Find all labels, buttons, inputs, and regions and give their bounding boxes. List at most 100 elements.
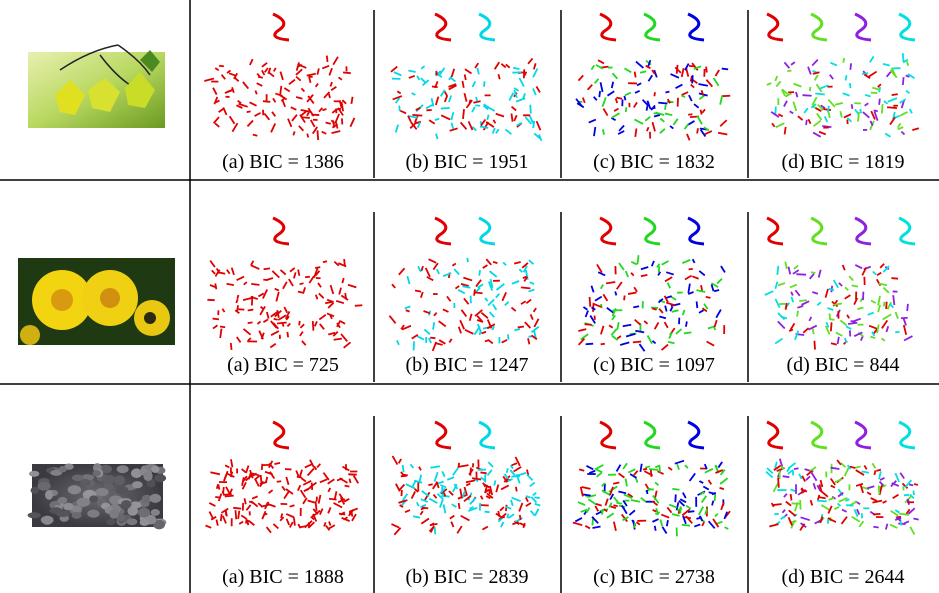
stroke-segment [842, 517, 847, 524]
stroke-segment [284, 492, 289, 499]
stroke-segment [426, 268, 430, 277]
stroke-segment [435, 119, 439, 120]
stroke-segment [688, 511, 695, 512]
stroke-segment [512, 463, 517, 465]
stroke-segment [209, 503, 215, 506]
pebble [115, 486, 128, 495]
stroke-segment [647, 127, 649, 131]
stroke-segment [233, 508, 241, 509]
pebble [29, 471, 39, 477]
stroke-segment [769, 524, 778, 526]
stroke-segment [526, 300, 531, 304]
stroke-segment [669, 505, 677, 508]
pebble [42, 516, 53, 525]
stroke-segment [900, 112, 907, 116]
stroke-segment [817, 501, 826, 502]
stroke-segment [834, 280, 838, 288]
pebble [37, 482, 50, 491]
stroke-segment [305, 464, 313, 468]
stroke-segment [628, 292, 636, 294]
stroke-segment [814, 341, 815, 350]
stroke-segment [220, 327, 225, 328]
stroke-segment [252, 496, 258, 498]
stroke-segment [315, 501, 316, 511]
stroke-segment [232, 123, 237, 132]
stroke-segment [529, 290, 535, 292]
stroke-segment [331, 120, 334, 123]
stroke-segment [655, 482, 658, 485]
stroke-segment [212, 270, 215, 274]
stroke-segment [227, 71, 231, 73]
stroke-segment [884, 101, 888, 104]
stroke-segment [317, 68, 319, 74]
pebble [130, 501, 141, 508]
stroke-segment [284, 88, 289, 92]
stroke-segment [648, 75, 652, 81]
stroke-segment [485, 298, 488, 301]
stroke-segment [601, 82, 603, 92]
stroke-segment [336, 301, 344, 303]
stroke-segment [859, 521, 863, 527]
stroke-segment [272, 271, 279, 278]
stroke-segment [715, 495, 716, 502]
cluster-glyph [273, 422, 289, 448]
stroke-segment [535, 509, 539, 516]
stroke-segment [495, 62, 500, 69]
stroke-segment [223, 516, 226, 524]
stroke-segment [299, 126, 304, 131]
stroke-segment [441, 115, 450, 119]
stroke-segment [516, 487, 517, 492]
stroke-segment [421, 499, 428, 502]
stroke-segment [500, 507, 504, 511]
stroke-segment [412, 335, 418, 339]
stroke-segment [696, 518, 701, 519]
stroke-segment [607, 513, 614, 518]
stroke-segment [445, 96, 447, 102]
stroke-segment [791, 297, 793, 303]
stroke-segment [904, 325, 906, 335]
stroke-segment [626, 479, 627, 487]
stroke-segment [309, 276, 314, 283]
stroke-segment [350, 508, 358, 511]
stroke-segment [528, 338, 529, 344]
stroke-segment [772, 123, 775, 126]
pebble [117, 465, 129, 473]
stroke-segment [426, 105, 433, 109]
stroke-segment [236, 299, 238, 303]
stroke-segment [870, 121, 872, 126]
stroke-segment [419, 467, 421, 471]
cluster-glyph [435, 422, 451, 448]
cluster-glyph [688, 422, 704, 448]
sketch [391, 422, 540, 535]
stroke-segment [393, 96, 402, 99]
stroke-segment [605, 499, 607, 506]
sketch [204, 14, 354, 140]
stroke-segment [470, 314, 472, 321]
stroke-segment [645, 117, 650, 121]
stroke-segment [354, 476, 358, 484]
stroke-segment [883, 501, 887, 503]
stroke-segment [488, 462, 493, 467]
stroke-segment [595, 297, 602, 301]
cluster-glyph [855, 14, 871, 40]
stroke-segment [784, 101, 787, 107]
stroke-segment [339, 77, 342, 80]
stroke-segment [399, 268, 405, 275]
stroke-segment [483, 265, 488, 268]
stroke-segment [618, 131, 624, 134]
stroke-segment [909, 484, 913, 485]
stroke-segment [659, 316, 666, 318]
stroke-segment [907, 62, 908, 66]
stroke-segment [682, 68, 684, 77]
stroke-segment [685, 465, 688, 468]
stroke-segment [845, 468, 849, 476]
stroke-segment [319, 108, 322, 112]
stroke-segment [831, 478, 835, 484]
stroke-segment [606, 282, 615, 283]
stroke-segment [237, 337, 241, 342]
cluster-glyph [767, 218, 783, 244]
stroke-segment [307, 74, 316, 76]
stroke-segment [492, 326, 494, 330]
caption: (b) BIC = 2839 [406, 566, 529, 588]
stroke-segment [702, 496, 707, 503]
